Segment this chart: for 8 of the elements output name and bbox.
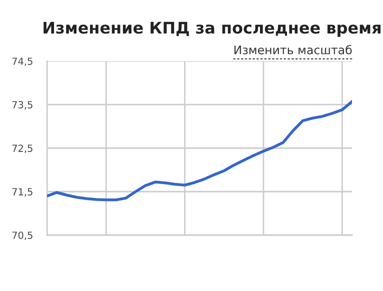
chart-title: Изменение КПД за последнее время <box>44 22 381 37</box>
y-tick-label: 70,5 <box>12 232 32 240</box>
y-tick-label: 71,5 <box>12 188 32 196</box>
y-tick-label: 74,5 <box>12 58 32 66</box>
y-tick-label: 73,5 <box>12 101 32 110</box>
text: Изменить масштаб <box>234 45 352 54</box>
y-tick-label: 72,5 <box>12 144 32 153</box>
line-series <box>47 100 352 202</box>
